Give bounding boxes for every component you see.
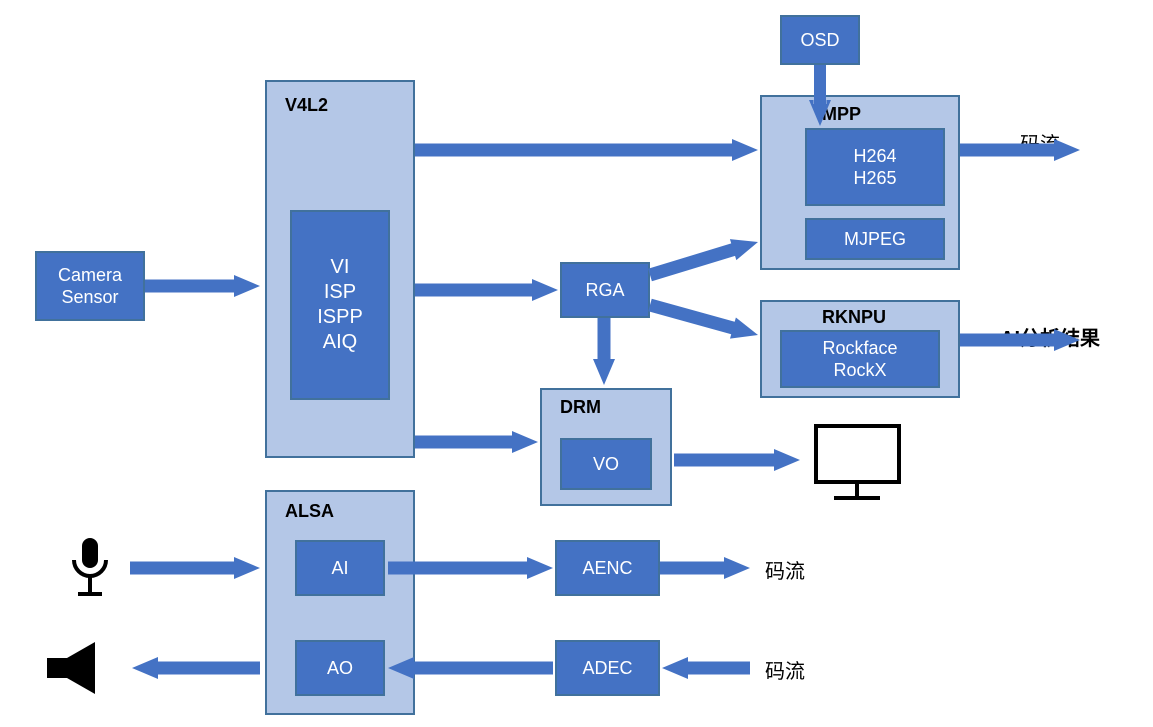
ai-box: AI — [295, 540, 385, 596]
rknpu-sub-box: Rockface RockX — [780, 330, 940, 388]
bitstream-output-1: 码流 — [1020, 128, 1060, 157]
rknpu-title: RKNPU — [822, 306, 886, 329]
osd-box: OSD — [780, 15, 860, 65]
vo-box: VO — [560, 438, 652, 490]
monitor-icon — [810, 420, 905, 506]
mpp-title: MPP — [822, 103, 861, 126]
ai-result-output: AI分析结果 — [1000, 322, 1100, 351]
v4l2-sub-box: VI ISP ISPP AIQ — [290, 210, 390, 400]
drm-title: DRM — [560, 396, 601, 419]
bitstream-output-3: 码流 — [765, 655, 805, 684]
v4l2-title: V4L2 — [285, 94, 328, 117]
bitstream-output-2: 码流 — [765, 555, 805, 584]
aenc-box: AENC — [555, 540, 660, 596]
rga-box: RGA — [560, 262, 650, 318]
mjpeg-box: MJPEG — [805, 218, 945, 260]
microphone-icon — [65, 536, 115, 602]
h26x-box: H264 H265 — [805, 128, 945, 206]
alsa-title: ALSA — [285, 500, 334, 523]
adec-box: ADEC — [555, 640, 660, 696]
camera-sensor-box: Camera Sensor — [35, 251, 145, 321]
speaker-icon — [45, 640, 125, 696]
arrows-layer — [0, 0, 1153, 727]
ao-box: AO — [295, 640, 385, 696]
